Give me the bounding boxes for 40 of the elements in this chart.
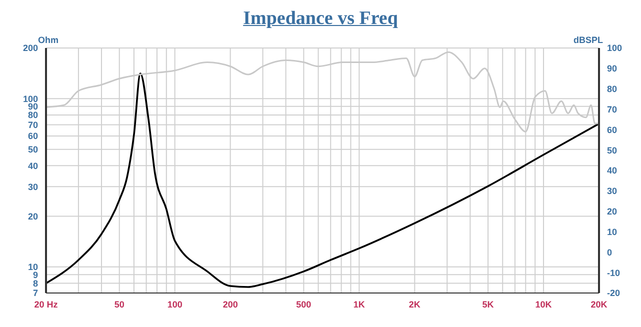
- y-tick-label: 80: [28, 110, 38, 120]
- x-tick-label: 20 Hz: [34, 299, 58, 310]
- y-tick-label: 20: [28, 211, 38, 222]
- y2-tick-label: 70: [607, 104, 618, 114]
- y-tick-label: 50: [28, 144, 38, 155]
- y2-tick-label: 30: [607, 186, 618, 196]
- y2-tick-label: 80: [607, 84, 618, 94]
- x-tick-label: 50: [114, 299, 124, 310]
- x-tick-label: 500: [296, 299, 312, 310]
- y2-tick-label: 100: [607, 43, 622, 54]
- y-tick-label: 70: [28, 120, 38, 130]
- y-tick-label: 7: [32, 288, 38, 298]
- x-tick-label: 5K: [482, 299, 494, 310]
- y2-tick-label: 40: [607, 166, 618, 176]
- x-tick-label: 100: [167, 299, 182, 310]
- x-tick-label: 20K: [590, 299, 608, 310]
- y-tick-label: 200: [22, 43, 38, 54]
- y-tick-label: 100: [22, 94, 38, 104]
- y2-tick-label: 60: [607, 124, 618, 135]
- y2-tick-label: 50: [607, 145, 618, 156]
- y-tick-label: 10: [28, 262, 38, 272]
- y2-tick-label: 90: [607, 64, 618, 74]
- y2-tick-label: 20: [607, 206, 618, 217]
- y2-tick-label: -10: [607, 268, 620, 278]
- y-tick-label: 30: [28, 182, 38, 192]
- x-tick-label: 10K: [535, 299, 552, 310]
- y-tick-label: 60: [28, 131, 38, 142]
- y2-tick-label: 10: [607, 226, 618, 237]
- y-axis-title: Ohm: [38, 35, 59, 45]
- chart-title: Impedance vs Freq: [242, 8, 399, 31]
- y2-tick-label: 0: [607, 247, 612, 258]
- y-tick-label: 90: [28, 102, 38, 112]
- y-tick-label: 9: [32, 270, 38, 280]
- x-tick-label: 1K: [353, 299, 366, 310]
- y-tick-label: 40: [28, 160, 38, 171]
- y2-tick-label: -20: [607, 288, 620, 298]
- y2-axis-title: dBSPL: [573, 35, 603, 45]
- x-tick-label: 2K: [408, 299, 421, 310]
- x-tick-label: 200: [222, 299, 238, 310]
- y-tick-label: 8: [32, 278, 38, 288]
